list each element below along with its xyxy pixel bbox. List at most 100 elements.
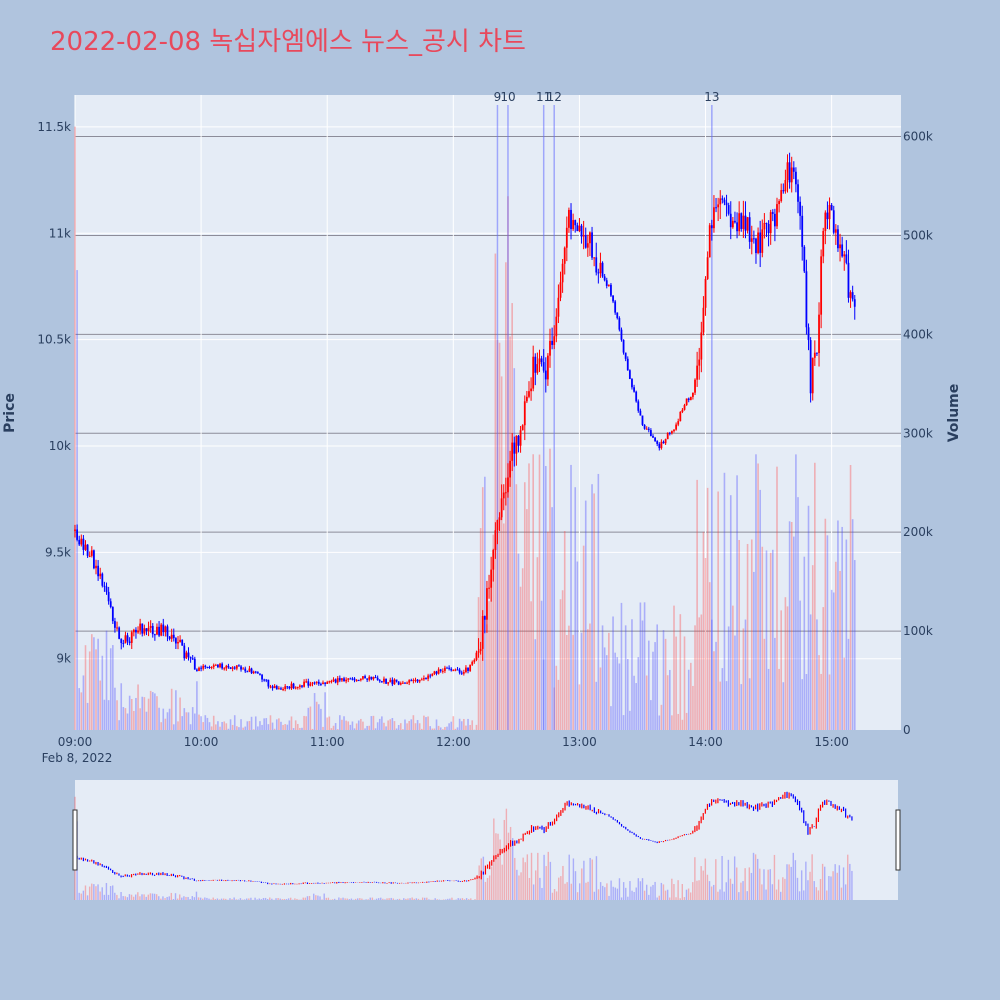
range-slider-volume-bar (447, 898, 449, 900)
candle-body (788, 162, 791, 183)
volume-bar (147, 698, 150, 730)
range-slider-volume-bar (168, 896, 170, 900)
candle-body (746, 217, 749, 231)
volume-bar (532, 454, 534, 730)
volume-bar (841, 526, 843, 730)
main-plot-area[interactable] (75, 95, 901, 730)
volume-bar (296, 723, 299, 730)
volume-bar (692, 685, 694, 730)
volume-bar (198, 714, 200, 730)
range-slider-volume-bar (583, 860, 585, 900)
candle-body (223, 668, 226, 670)
range-slider-volume-bar (258, 898, 260, 900)
candle-body (198, 667, 200, 671)
candle-body (828, 204, 831, 220)
volume-bar (217, 721, 219, 730)
range-slider-volume-bar (463, 899, 466, 900)
range-slider-volume-bar (342, 897, 344, 900)
volume-bar (181, 716, 183, 730)
candle-body (563, 247, 566, 264)
volume-bar (530, 601, 532, 730)
volume-bar (450, 721, 453, 730)
annotation-label: 10 (500, 90, 515, 104)
volume-bar (78, 688, 81, 730)
range-slider-volume-bar (620, 897, 623, 900)
range-slider-volume-bar (206, 897, 208, 900)
candle-body (807, 327, 810, 341)
volume-bar (368, 725, 371, 730)
range-slider-left-handle[interactable] (72, 809, 78, 871)
range-slider-volume-bar (449, 898, 451, 900)
candle-body (589, 232, 591, 244)
range-slider-volume-bar (210, 899, 212, 900)
candle-body (502, 492, 505, 499)
range-slider-volume-bar (838, 865, 841, 900)
volume-bar (229, 719, 232, 730)
range-slider-volume-bar (174, 893, 177, 900)
range-slider-volume-bar (375, 898, 378, 900)
candle-body (595, 257, 598, 273)
volume-bar (544, 466, 547, 730)
volume-bar (442, 729, 444, 730)
range-slider-volume-bar (294, 898, 296, 900)
candle-body (616, 312, 619, 319)
candle-body (122, 643, 125, 645)
volume-bar (750, 539, 753, 730)
candle-body (116, 627, 118, 629)
range-slider-volume-bar (599, 882, 602, 900)
candle-body (809, 340, 812, 394)
candle-body (677, 421, 680, 425)
volume-bar (521, 568, 524, 730)
volume-bar (183, 708, 186, 730)
volume-bar (727, 626, 730, 730)
candle-body (429, 675, 432, 677)
volume-bar (771, 549, 774, 730)
volume-bar (219, 726, 221, 730)
candle-body (601, 262, 604, 277)
candle-body (847, 262, 850, 298)
candle-body (687, 398, 690, 401)
candle-body (834, 229, 837, 233)
candle-body (418, 679, 421, 682)
range-slider-volume-bar (476, 877, 478, 900)
range-slider-volume-bar (331, 899, 334, 900)
volume-bar (708, 582, 711, 730)
candle-body (738, 213, 741, 232)
price-tick-label: 11.5k (37, 120, 71, 134)
range-slider-volume-bar (687, 888, 690, 900)
range-slider-volume-bar (197, 897, 200, 900)
range-slider-right-handle[interactable] (895, 809, 901, 871)
volume-bar (172, 724, 175, 730)
range-slider-volume-bar (750, 872, 753, 900)
candle-body (647, 428, 650, 431)
volume-bar (408, 720, 410, 730)
candle-body (294, 687, 297, 689)
candle-body (498, 517, 501, 521)
candle-body (664, 439, 667, 444)
volume-bar (170, 688, 173, 730)
volume-bar (74, 126, 76, 730)
candle-body (750, 238, 753, 242)
range-slider-volume-bar (172, 899, 175, 900)
volume-bar (349, 724, 352, 730)
candle-body (572, 220, 575, 230)
volume-bar (254, 716, 257, 730)
volume-bar (835, 561, 837, 730)
candle-body (538, 358, 541, 365)
volume-bar (717, 491, 719, 730)
range-slider-volume-bar (367, 899, 369, 900)
candle-body (311, 682, 314, 684)
volume-bar (194, 713, 196, 730)
candle-body (671, 431, 673, 434)
volume-bar (759, 489, 761, 730)
volume-bar (95, 649, 97, 730)
candle-body (425, 678, 427, 680)
volume-bar (444, 727, 446, 730)
candle-body (233, 667, 236, 669)
volume-bar (158, 707, 160, 730)
volume-bar (191, 707, 194, 730)
range-slider[interactable] (75, 780, 898, 900)
range-slider-volume-bar (786, 864, 788, 900)
candle-body (383, 678, 385, 682)
volume-bar (664, 638, 667, 730)
